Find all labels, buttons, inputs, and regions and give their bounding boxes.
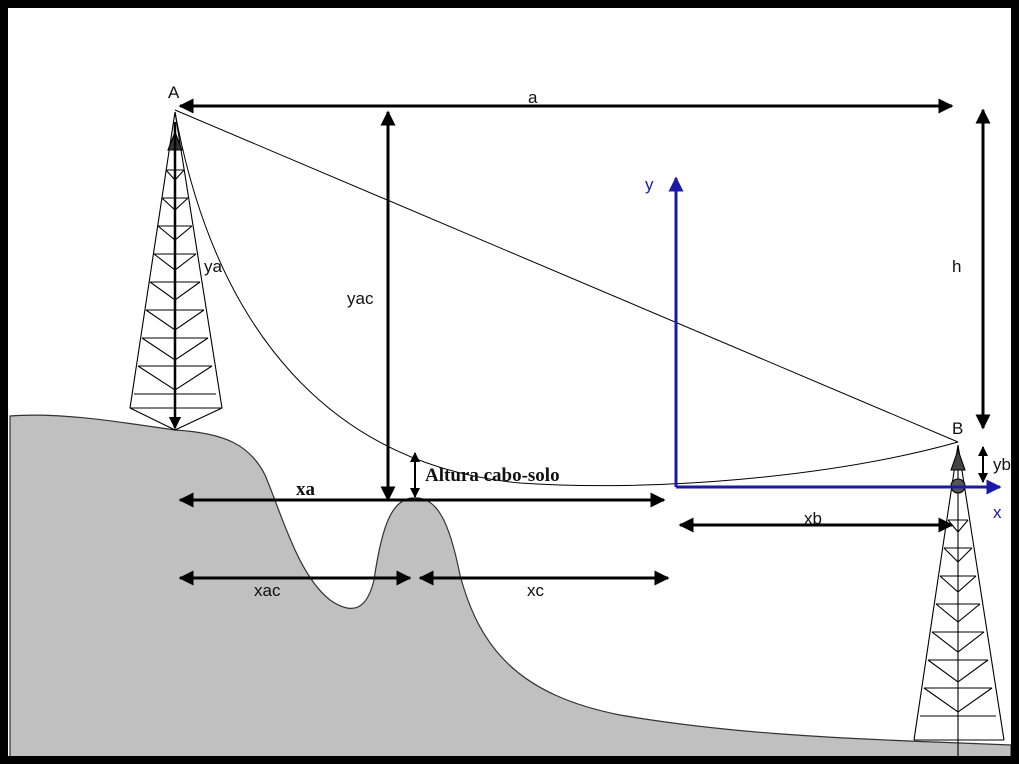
label-yac: yac bbox=[347, 289, 374, 308]
tower-b bbox=[913, 444, 1005, 756]
label-h: h bbox=[952, 257, 961, 276]
label-y-axis: y bbox=[645, 175, 654, 194]
label-xac: xac bbox=[254, 581, 281, 600]
label-x-axis: x bbox=[993, 503, 1002, 522]
label-altura-cabo-solo: Altura cabo-solo bbox=[425, 465, 560, 486]
label-point-b: B bbox=[952, 419, 963, 438]
label-xb: xb bbox=[804, 509, 822, 528]
label-a: a bbox=[528, 88, 538, 107]
label-yb: yb bbox=[993, 455, 1011, 474]
chord-line bbox=[174, 109, 959, 443]
label-xa: xa bbox=[296, 479, 316, 500]
label-xc: xc bbox=[527, 581, 545, 600]
cable-catenary bbox=[174, 111, 959, 487]
label-point-a: A bbox=[168, 83, 180, 102]
label-ya: ya bbox=[204, 257, 223, 276]
